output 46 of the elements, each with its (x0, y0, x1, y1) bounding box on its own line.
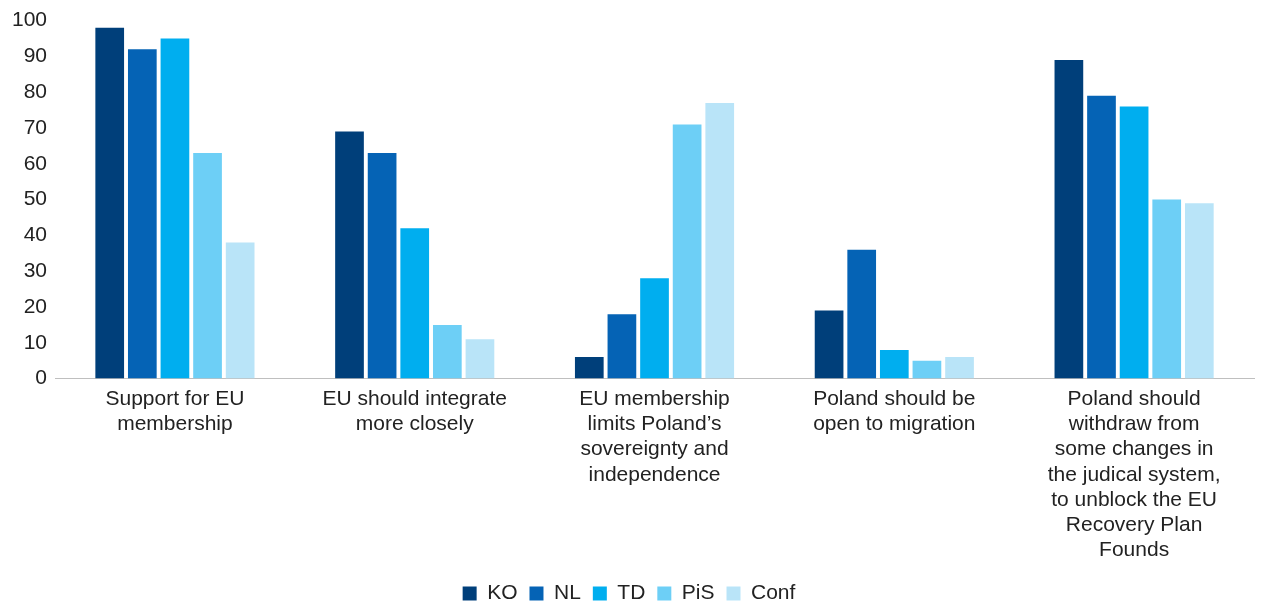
bar (367, 153, 397, 379)
legend-label: KO (487, 580, 518, 604)
y-tick-label: 40 (23, 222, 48, 246)
bar (1184, 203, 1214, 379)
y-tick-label: 80 (23, 79, 48, 102)
y-tick-label: 10 (23, 329, 48, 353)
bar (1119, 106, 1149, 379)
bar (912, 360, 942, 379)
y-tick-label: 100 (11, 7, 48, 31)
bar (672, 124, 702, 379)
bar (335, 131, 364, 379)
legend-label: TD (617, 580, 646, 604)
bar (160, 38, 190, 379)
bar (607, 314, 637, 379)
legend-label: NL (553, 580, 581, 604)
y-tick-label: 50 (23, 186, 48, 210)
bar (945, 357, 974, 379)
x-tick-label: Poland should withdraw from some changes in the judical system, to unblock the EU Recovery Plan Founds (1047, 386, 1221, 561)
bar (193, 153, 222, 379)
y-tick-label: 90 (23, 43, 48, 67)
legend-label: PiS (681, 580, 715, 604)
bar (705, 102, 735, 379)
bar (640, 278, 669, 379)
bar (1054, 59, 1084, 379)
bar (574, 357, 604, 379)
y-tick-label: 30 (23, 258, 48, 281)
bar (879, 349, 909, 379)
bar (847, 249, 877, 379)
y-tick-label: 60 (23, 150, 48, 174)
bar (432, 324, 462, 379)
x-tick-label: EU should integrate more closely (322, 386, 507, 435)
x-tick-label: Support for EU membership (105, 386, 245, 435)
y-tick-label: 70 (23, 114, 48, 138)
bar (1087, 95, 1116, 379)
x-tick-label: EU membership limits Poland’s sovereignty and independence (579, 386, 730, 485)
bar (465, 339, 495, 379)
bar (1152, 199, 1182, 379)
bar (814, 310, 844, 379)
y-tick-label: 20 (23, 293, 48, 317)
x-tick-label: Poland should be open to migration (813, 386, 976, 435)
bar (225, 242, 255, 379)
y-tick-label: 0 (35, 365, 48, 389)
bar (400, 228, 430, 379)
legend-label: Conf (751, 580, 796, 604)
bar (127, 49, 157, 379)
bar (95, 27, 125, 379)
